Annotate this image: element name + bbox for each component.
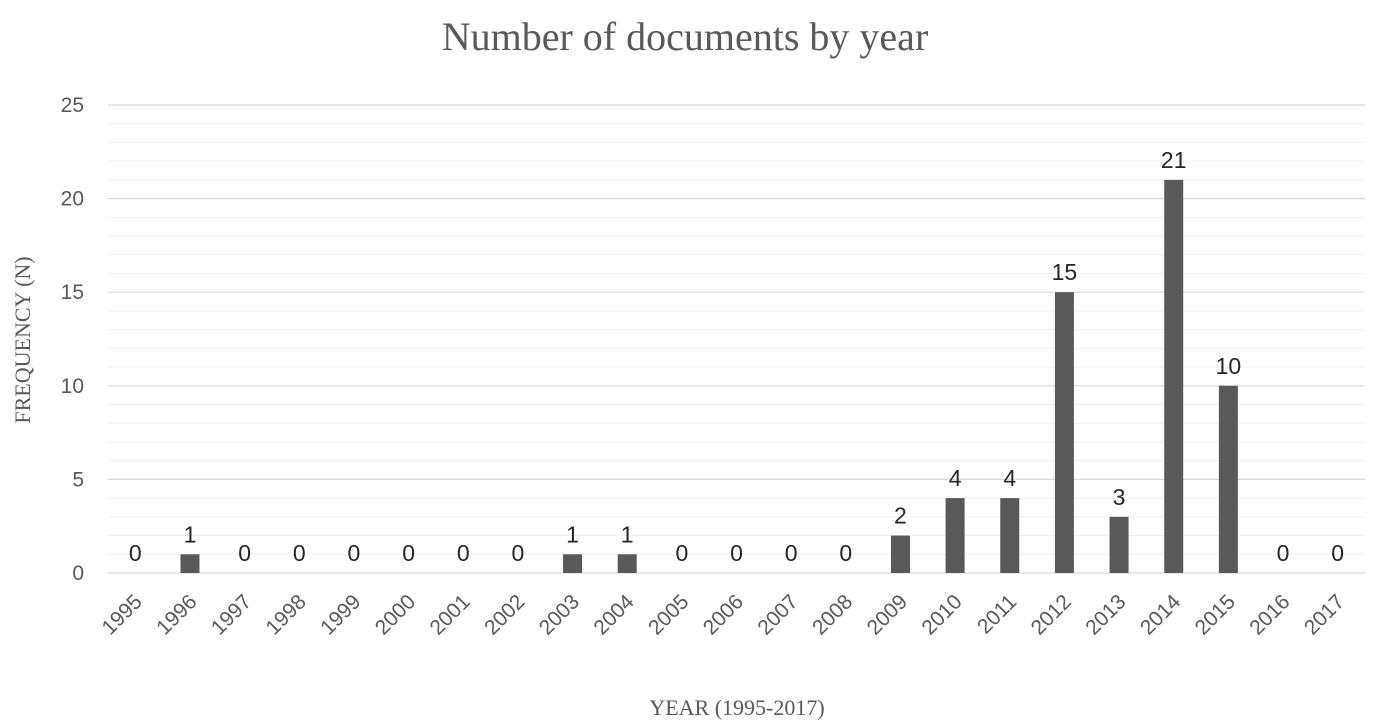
x-tick-label: 2010 bbox=[917, 590, 966, 639]
data-label: 0 bbox=[730, 540, 743, 566]
x-tick-label: 2012 bbox=[1027, 590, 1076, 639]
y-axis-label: FREQUENCY (N) bbox=[10, 256, 35, 423]
data-label: 2 bbox=[894, 503, 907, 529]
data-label: 3 bbox=[1113, 484, 1126, 510]
bar bbox=[1218, 385, 1238, 573]
x-tick-label: 2005 bbox=[644, 590, 693, 639]
data-label: 0 bbox=[675, 540, 688, 566]
x-tick-label: 2014 bbox=[1136, 590, 1186, 640]
x-axis-ticks: 1995 1996 1997 1998 1999 2000 2001 2002 2003 2004… bbox=[98, 590, 1350, 640]
data-label: 1 bbox=[621, 521, 634, 547]
x-tick-label: 2009 bbox=[863, 590, 912, 639]
data-label: 0 bbox=[511, 540, 524, 566]
x-tick-label: 2001 bbox=[425, 590, 474, 639]
x-tick-label: 2006 bbox=[699, 590, 748, 639]
x-tick-label: 2017 bbox=[1300, 590, 1349, 639]
x-tick-label: 2008 bbox=[808, 590, 857, 639]
data-label: 1 bbox=[184, 521, 197, 547]
bar bbox=[945, 498, 965, 573]
x-tick-label: 2004 bbox=[589, 590, 639, 640]
x-tick-label: 2007 bbox=[753, 590, 802, 639]
bar bbox=[180, 554, 200, 573]
y-axis-ticks: 0 5 10 15 20 25 bbox=[61, 94, 84, 585]
data-label: 1 bbox=[566, 521, 579, 547]
bar bbox=[1109, 516, 1129, 573]
bar bbox=[890, 535, 910, 573]
bar bbox=[1054, 292, 1074, 573]
data-label: 0 bbox=[785, 540, 798, 566]
x-tick-label: 2016 bbox=[1245, 590, 1294, 639]
x-tick-label: 1999 bbox=[316, 590, 365, 639]
y-tick-label: 20 bbox=[61, 188, 84, 211]
data-label: 21 bbox=[1161, 147, 1187, 173]
data-label: 0 bbox=[457, 540, 470, 566]
data-label: 0 bbox=[293, 540, 306, 566]
x-tick-label: 2002 bbox=[480, 590, 529, 639]
data-label: 10 bbox=[1216, 353, 1242, 379]
data-label: 0 bbox=[238, 540, 251, 566]
y-tick-label: 10 bbox=[61, 375, 84, 398]
bar bbox=[563, 554, 583, 573]
x-axis-label: YEAR (1995-2017) bbox=[649, 695, 824, 720]
x-tick-label: 2013 bbox=[1081, 590, 1130, 639]
gridlines bbox=[108, 104, 1365, 574]
bar bbox=[1164, 179, 1184, 573]
data-label: 15 bbox=[1052, 259, 1078, 285]
data-label: 0 bbox=[348, 540, 361, 566]
x-tick-label: 2011 bbox=[973, 590, 1021, 638]
data-label: 0 bbox=[1277, 540, 1290, 566]
y-tick-label: 5 bbox=[72, 468, 84, 491]
x-tick-label: 1997 bbox=[207, 590, 256, 639]
x-tick-label: 2015 bbox=[1191, 590, 1240, 639]
y-tick-label: 0 bbox=[72, 562, 84, 585]
x-tick-label: 2000 bbox=[371, 590, 420, 639]
bar bbox=[617, 554, 637, 573]
bar bbox=[1000, 498, 1020, 573]
data-label: 0 bbox=[402, 540, 415, 566]
y-tick-label: 15 bbox=[61, 281, 84, 304]
data-label: 4 bbox=[949, 465, 962, 491]
bars bbox=[180, 179, 1238, 573]
x-tick-label: 1998 bbox=[262, 590, 311, 639]
data-label: 0 bbox=[1331, 540, 1344, 566]
x-tick-label: 1995 bbox=[98, 590, 147, 639]
x-tick-label: 2003 bbox=[535, 590, 584, 639]
chart-title: Number of documents by year bbox=[442, 14, 929, 59]
y-tick-label: 25 bbox=[61, 94, 84, 117]
data-label: 0 bbox=[129, 540, 142, 566]
data-label: 0 bbox=[839, 540, 852, 566]
x-tick-label: 1996 bbox=[152, 590, 201, 639]
data-label: 4 bbox=[1003, 465, 1016, 491]
